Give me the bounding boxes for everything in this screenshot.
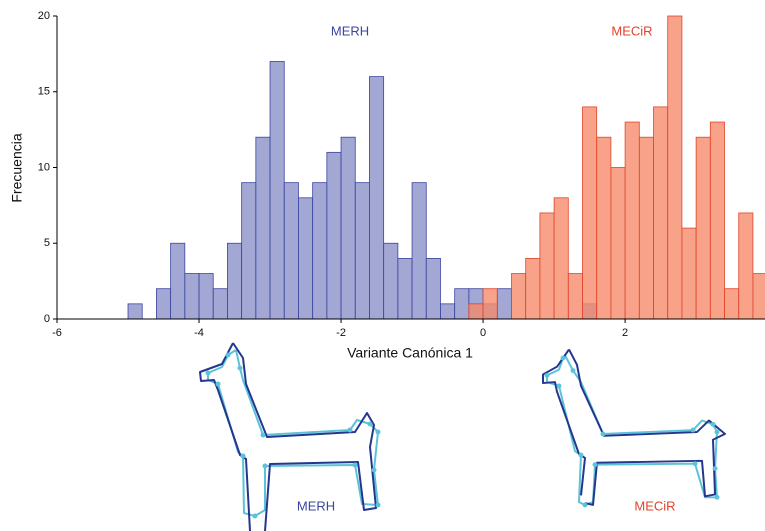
bar (383, 242, 399, 320)
bar (596, 136, 612, 320)
x-tick-label: 2 (622, 327, 628, 339)
y-axis-label: Frecuencia (9, 133, 25, 202)
bar (440, 303, 456, 320)
bar (667, 15, 683, 320)
bar (255, 136, 271, 320)
bar (681, 227, 697, 320)
series-label: MERH (331, 23, 369, 38)
figure-label: MECiR (634, 498, 675, 513)
outline-figure (199, 342, 381, 531)
x-axis-label: Variante Canónica 1 (347, 345, 473, 361)
bar (198, 273, 214, 320)
bar (340, 136, 356, 320)
bar (269, 61, 285, 320)
figure-label: MERH (297, 498, 335, 513)
bar (425, 257, 441, 320)
bar (298, 197, 314, 320)
bar (156, 288, 172, 320)
bar (539, 212, 555, 320)
outline-figure (542, 348, 726, 508)
bar (638, 136, 654, 320)
bar (624, 121, 640, 320)
y-tick-label: 15 (38, 86, 50, 98)
bar (227, 242, 243, 320)
bars (127, 15, 765, 320)
bar (582, 106, 598, 320)
x-tick-label: 0 (480, 327, 486, 339)
bar (610, 167, 626, 320)
x-tick-label: -2 (336, 327, 346, 339)
bar (127, 303, 143, 320)
bar (525, 257, 541, 320)
bar (482, 288, 498, 320)
bar (496, 288, 512, 320)
y-tick-label: 20 (38, 10, 50, 22)
bar (184, 273, 200, 320)
bar (454, 288, 470, 320)
bar (354, 182, 370, 320)
bar (738, 212, 754, 320)
bar (241, 182, 257, 320)
bar (553, 197, 569, 320)
bar (369, 76, 385, 320)
bar (653, 106, 669, 320)
bar (724, 288, 740, 320)
bar (326, 151, 342, 320)
bar (212, 288, 228, 320)
series-label: MECiR (611, 23, 652, 38)
bar (312, 182, 328, 320)
y-tick-label: 10 (38, 161, 50, 173)
bar (567, 273, 583, 320)
bar (752, 273, 765, 320)
x-tick-label: -4 (194, 327, 204, 339)
bar (511, 273, 527, 320)
bar (170, 242, 186, 320)
y-tick-label: 0 (44, 313, 50, 325)
bar (397, 257, 413, 320)
bar (709, 121, 725, 320)
x-tick-label: -6 (52, 327, 62, 339)
bar (468, 303, 484, 320)
bar (411, 182, 427, 320)
bar (695, 136, 711, 320)
y-tick-label: 5 (44, 237, 50, 249)
bar (283, 182, 299, 320)
